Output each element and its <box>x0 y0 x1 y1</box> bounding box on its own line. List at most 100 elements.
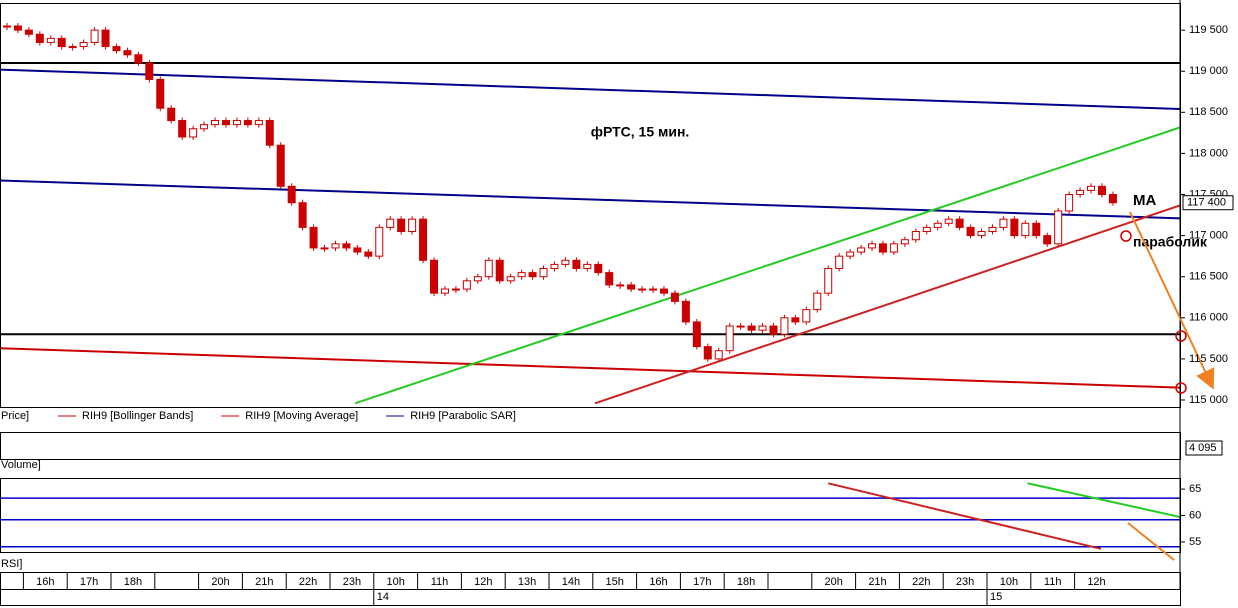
pane-label: RSI] <box>1 558 22 570</box>
candle <box>857 247 866 253</box>
x-tick-label: 23h <box>343 576 361 588</box>
candle <box>484 259 493 278</box>
candle <box>550 263 559 269</box>
x-tick-label: 18h <box>737 576 755 588</box>
candle <box>780 317 789 335</box>
candle <box>561 259 570 265</box>
candle <box>725 325 734 352</box>
x-tick-label: 23h <box>956 576 974 588</box>
y-tick-label: 115 000 <box>1189 394 1228 406</box>
y-tick-label: 116 000 <box>1189 312 1228 324</box>
candle <box>265 120 274 146</box>
candle <box>889 243 898 253</box>
y-tick-label: 116 500 <box>1189 271 1228 283</box>
candle <box>846 251 855 257</box>
volume-box <box>1185 440 1223 456</box>
candle <box>1032 222 1041 237</box>
candle <box>211 120 220 126</box>
candle <box>57 37 66 48</box>
trend-line <box>0 347 1180 389</box>
x-tick-label: 18h <box>124 576 142 588</box>
candle <box>1076 189 1085 196</box>
candle <box>835 255 844 269</box>
candle <box>791 317 800 323</box>
candle <box>692 321 701 348</box>
x-tick-label: 11h <box>431 576 449 588</box>
candle <box>616 284 625 287</box>
x-tick-label: 16h <box>36 576 54 588</box>
y-tick-label: 117 000 <box>1189 230 1228 242</box>
candle <box>2 25 11 28</box>
date-label: 14 <box>377 591 389 603</box>
candle <box>430 259 439 294</box>
date-label: 15 <box>990 591 1002 603</box>
x-tick-label: 13h <box>518 576 536 588</box>
candle <box>659 288 668 294</box>
x-tick-label: 20h <box>211 576 229 588</box>
candle <box>605 272 614 286</box>
candle <box>309 226 318 249</box>
candle <box>539 267 548 278</box>
candle <box>868 243 877 249</box>
candle <box>769 325 778 335</box>
y-tick-label: 119 000 <box>1189 65 1228 77</box>
trend-line <box>827 482 1102 550</box>
trend-line <box>0 179 1180 220</box>
candle <box>999 218 1008 228</box>
candle <box>419 218 428 261</box>
x-tick-label: 12h <box>474 576 492 588</box>
candle <box>375 226 384 257</box>
candle <box>966 226 975 237</box>
candle <box>101 29 110 48</box>
x-tick-label: 12h <box>1087 576 1105 588</box>
x-tick-label: 15h <box>606 576 624 588</box>
legend-label: RIH9 [Moving Average] <box>245 410 358 422</box>
y-tick-label: 118 000 <box>1189 147 1228 159</box>
candle <box>79 41 88 48</box>
candle <box>473 276 482 282</box>
candle <box>802 309 811 323</box>
candle <box>232 120 241 126</box>
candle <box>123 50 132 56</box>
candle <box>506 276 515 282</box>
annotation: параболик <box>1133 234 1208 250</box>
marker-circle <box>1120 230 1132 242</box>
candle <box>112 46 121 52</box>
candle <box>35 33 44 43</box>
legend-label: RIH9 [Parabolic SAR] <box>410 410 516 422</box>
pane-label: Volume] <box>1 459 41 471</box>
candle <box>221 120 230 126</box>
candle <box>298 202 307 228</box>
arrow <box>1129 211 1215 390</box>
x-tick-label: 16h <box>649 576 667 588</box>
annotation: MA <box>1133 192 1156 209</box>
legend-label: RIH9 [Bollinger Bands] <box>82 410 193 422</box>
candle <box>714 350 723 360</box>
candle <box>583 263 592 269</box>
marker-circle <box>1175 330 1187 342</box>
candle <box>638 288 647 291</box>
candle <box>933 222 942 228</box>
x-tick-label: 21h <box>255 576 273 588</box>
volume-label: 4 095 <box>1189 442 1217 454</box>
x-tick-label: 17h <box>80 576 98 588</box>
candle <box>824 267 833 294</box>
x-tick-label: 20h <box>825 576 843 588</box>
y-tick-label: 119 500 <box>1189 24 1228 36</box>
candle <box>594 263 603 274</box>
candle <box>440 288 449 294</box>
candle <box>178 120 187 138</box>
candle <box>1087 185 1096 191</box>
candle <box>1065 194 1074 212</box>
candle <box>243 120 252 126</box>
candle <box>988 226 997 233</box>
candle <box>68 46 77 49</box>
x-tick-label: 22h <box>299 576 317 588</box>
candle <box>955 218 964 228</box>
candle <box>922 226 931 233</box>
candle <box>276 144 285 187</box>
candle <box>200 124 209 130</box>
candle <box>758 325 767 331</box>
rsi-tick-label: 60 <box>1189 509 1201 521</box>
